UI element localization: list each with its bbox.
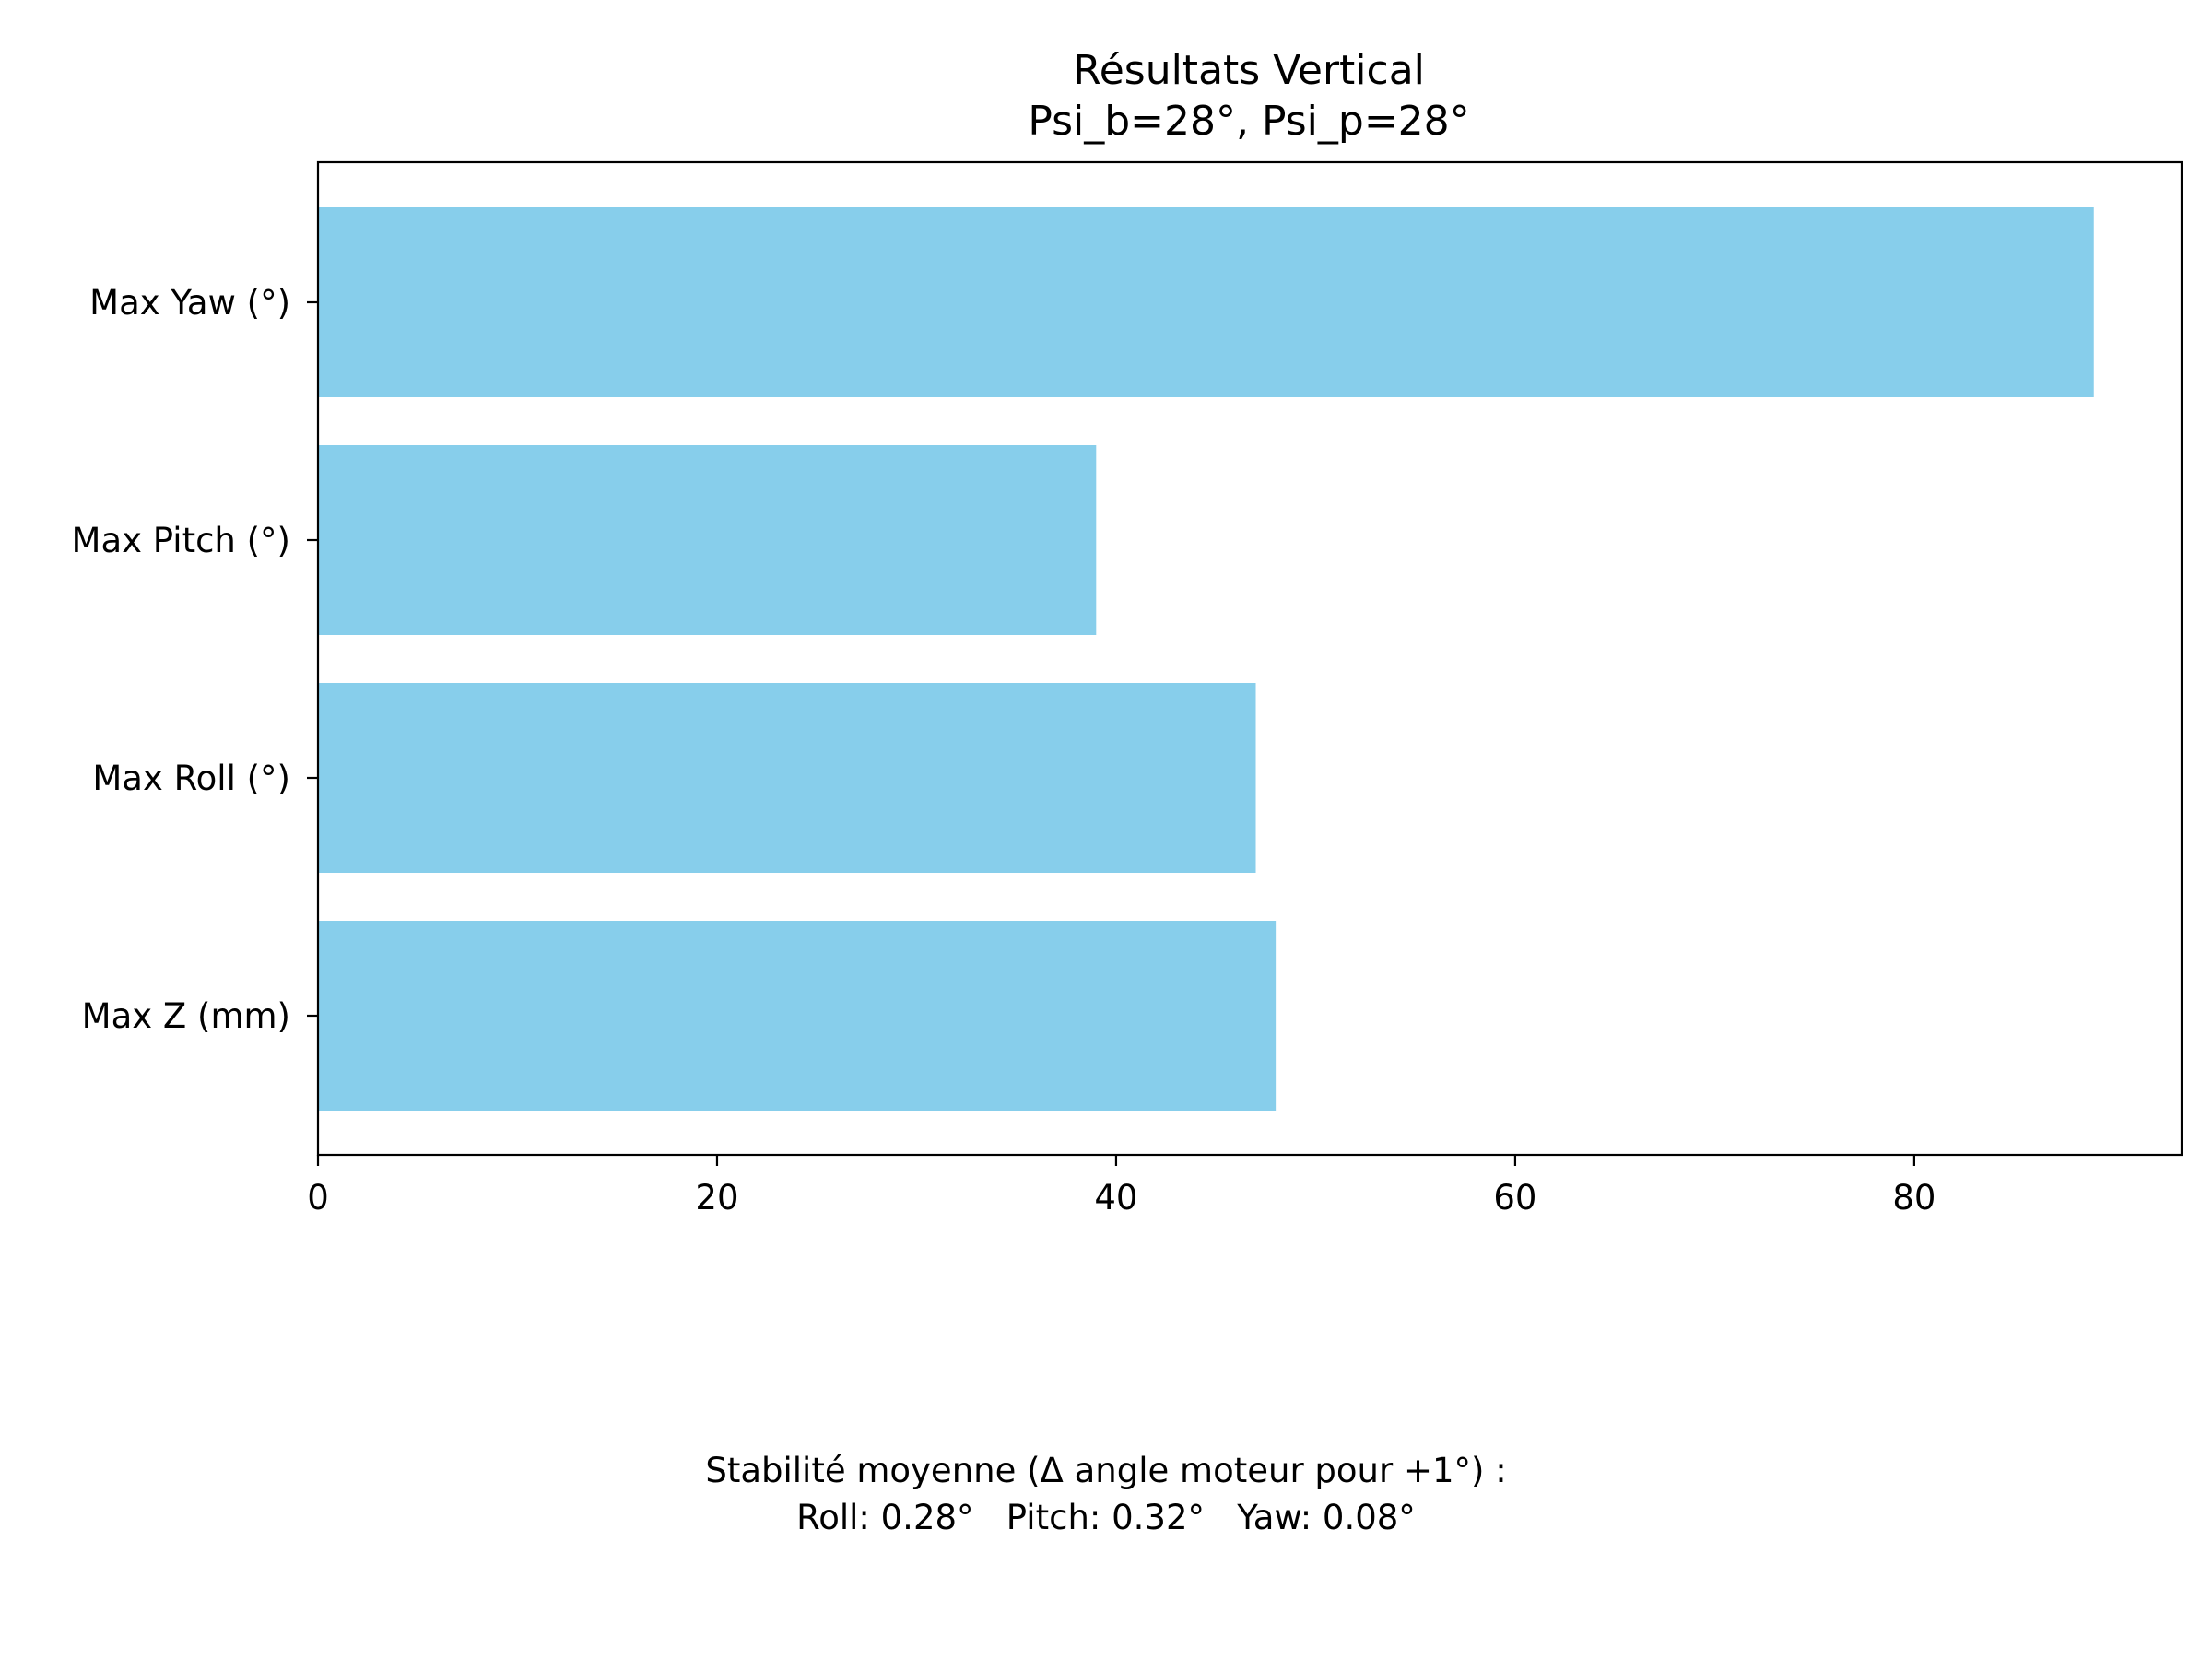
x-tick-label: 40	[1094, 1178, 1137, 1218]
y-axis-ticks: Max Yaw (°) Max Pitch (°) Max Roll (°) Max …	[72, 283, 318, 1036]
y-tick-label: Max Pitch (°)	[72, 521, 290, 560]
y-tick-label: Max Yaw (°)	[89, 283, 290, 323]
chart-title: Résultats Vertical	[1073, 47, 1425, 94]
x-tick-label: 0	[307, 1178, 329, 1218]
stability-note-line2: Roll: 0.28° Pitch: 0.32° Yaw: 0.08°	[796, 1498, 1416, 1537]
chart-subtitle: Psi_b=28°, Psi_p=28°	[1028, 98, 1469, 145]
bar-max-yaw	[318, 207, 2094, 397]
x-axis-ticks: 0 20 40 60 80	[307, 1155, 1936, 1218]
y-tick-label: Max Roll (°)	[92, 759, 290, 798]
bar-group	[318, 207, 2094, 1111]
stability-note: Stabilité moyenne (Δ angle moteur pour +…	[0, 1447, 2212, 1541]
stability-note-line1: Stabilité moyenne (Δ angle moteur pour +…	[705, 1451, 1507, 1490]
bar-max-pitch	[318, 445, 1097, 635]
x-tick-label: 60	[1493, 1178, 1536, 1218]
x-tick-label: 80	[1892, 1178, 1936, 1218]
y-tick-label: Max Z (mm)	[82, 996, 290, 1036]
x-tick-label: 20	[695, 1178, 738, 1218]
bar-max-roll	[318, 683, 1256, 873]
plot-frame	[316, 160, 2183, 1157]
bar-max-z-mm	[318, 921, 1277, 1111]
